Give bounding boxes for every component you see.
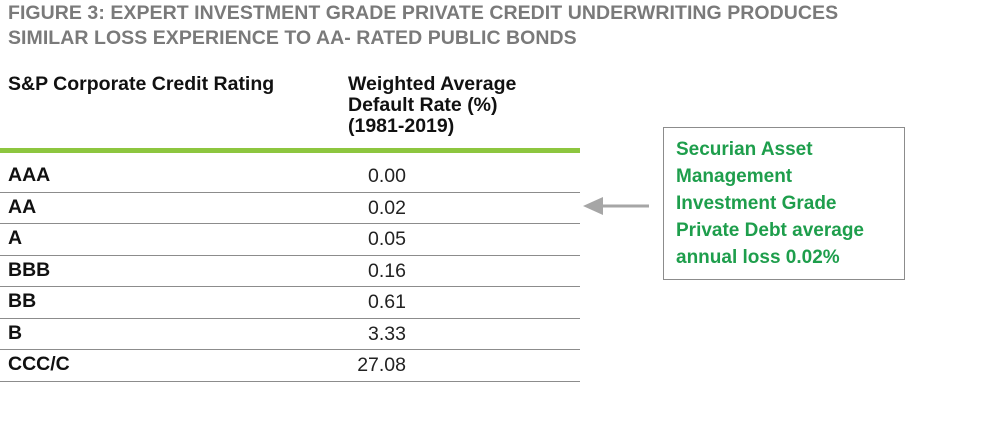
default-rate-cell: 27.08 [357,354,406,376]
callout-line-2: Management [676,166,793,187]
figure-title: FIGURE 3: EXPERT INVESTMENT GRADE PRIVAT… [8,1,983,51]
callout-line-4: Private Debt average [676,220,864,241]
header-rule [0,148,580,153]
default-rate-cell: 0.00 [368,165,406,187]
table-row-aaa: AAA 0.00 [0,161,580,193]
column-header-default-rate-line-3: (1981-2019) [348,115,455,137]
default-rate-cell: 0.61 [368,291,406,313]
table-row-aa: AA 0.02 [0,193,580,224]
figure-title-line-1: FIGURE 3: EXPERT INVESTMENT GRADE PRIVAT… [8,2,839,24]
callout-box: Securian Asset Management Investment Gra… [663,127,905,280]
rating-cell: A [8,227,23,249]
rating-cell: B [8,321,23,344]
rating-cell: BBB [8,258,51,281]
column-header-default-rate-line-1: Weighted Average [348,73,517,95]
default-rate-cell: 0.02 [368,196,406,219]
table-row-a: A 0.05 [0,224,580,256]
default-rate-cell: 0.16 [368,259,406,282]
rating-cell: AA [8,195,37,218]
column-header-default-rate-line-2: Default Rate (%) [348,94,498,116]
rating-cell: BB [8,290,37,312]
callout-text: Securian Asset Management Investment Gra… [676,136,894,271]
table-row-bbb: BBB 0.16 [0,256,580,287]
column-header-rating: S&P Corporate Credit Rating [8,73,275,95]
left-arrow-icon [583,197,649,215]
table-row-b: B 3.33 [0,319,580,350]
rating-cell: CCC/C [8,353,70,375]
table-row-ccc-c: CCC/C 27.08 [0,350,580,382]
rating-cell: AAA [8,164,51,186]
default-rate-cell: 0.05 [368,228,406,250]
column-header-default-rate: Weighted Average Default Rate (%) (1981-… [348,74,578,137]
callout-line-5: annual loss 0.02% [676,247,840,268]
rating-table-body: AAA 0.00 AA 0.02 A 0.05 BBB 0.16 BB 0.61… [0,161,580,382]
table-row-bb: BB 0.61 [0,287,580,319]
callout-line-1: Securian Asset [676,139,813,160]
figure-title-line-2: SIMILAR LOSS EXPERIENCE TO AA- RATED PUB… [8,27,577,49]
callout-line-3: Investment Grade [676,193,837,214]
default-rate-cell: 3.33 [368,322,406,345]
